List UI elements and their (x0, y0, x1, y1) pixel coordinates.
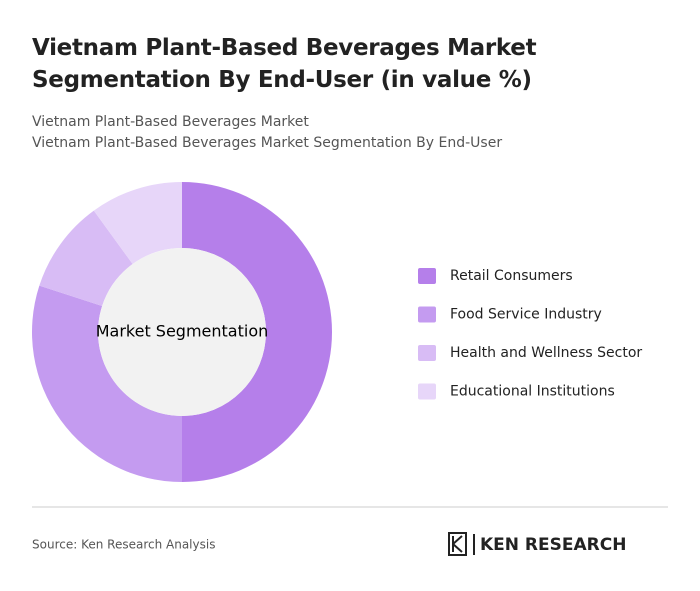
subtitle: Vietnam Plant-Based Beverages Market (32, 114, 309, 130)
subtitle: Vietnam Plant-Based Beverages Market Seg… (32, 135, 503, 151)
logo-icon (452, 535, 463, 553)
donut-slice (182, 182, 332, 482)
legend-swatch (418, 383, 436, 400)
center-label: Market Segmentation (96, 322, 269, 341)
legend-label: Retail Consumers (450, 268, 573, 284)
donut-slice (39, 210, 133, 307)
donut-slice (31, 285, 182, 482)
legend-label: Food Service Industry (450, 307, 602, 323)
donut-slice (93, 182, 182, 265)
source: Source: Ken Research Analysis (32, 538, 215, 552)
chart-title: Vietnam Plant-Based Beverages Market Seg… (32, 35, 537, 93)
legend-label: Educational Institutions (450, 384, 615, 400)
logo-icon (448, 532, 467, 556)
brand: KEN RESEARCH (480, 535, 626, 555)
legend-label: Health and Wellness Sector (450, 345, 642, 361)
donut-hole (98, 248, 266, 416)
legend-swatch (418, 345, 436, 361)
legend-swatch (418, 268, 436, 284)
legend-swatch (418, 306, 436, 323)
